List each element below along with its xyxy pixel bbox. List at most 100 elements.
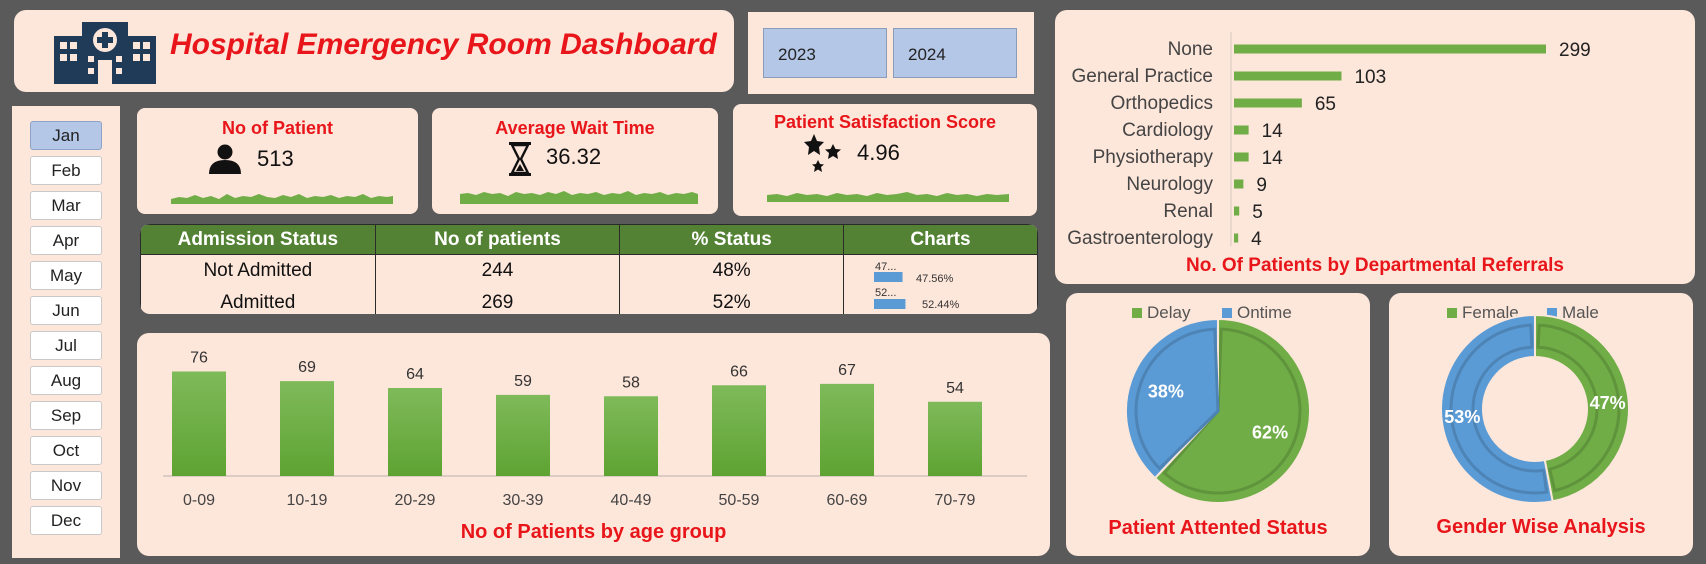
month-button-aug[interactable]: Aug <box>30 366 102 395</box>
kpi-wait-card: Average Wait Time 36.32 <box>432 108 718 214</box>
referral-bar <box>1234 206 1240 216</box>
referral-bar <box>1234 179 1244 189</box>
table-cell-status: Not Admitted <box>140 254 376 287</box>
pie-value-label: 38% <box>1148 381 1184 401</box>
kpi-satisfaction-value: 4.96 <box>857 140 900 165</box>
legend-label: Male <box>1562 303 1599 322</box>
referral-category-label: Neurology <box>1126 174 1213 195</box>
referral-value-label: 299 <box>1559 40 1591 61</box>
year-button-2023[interactable]: 2023 <box>763 28 887 78</box>
age-bar <box>820 383 874 476</box>
age-bar-value-label: 69 <box>298 359 316 376</box>
legend-label: Ontime <box>1237 303 1292 322</box>
referral-bar <box>1234 125 1249 135</box>
referrals-bar-chart: None 299 General Practice 103 Orthopedics 65 C… <box>1067 32 1591 250</box>
age-bar <box>388 388 442 476</box>
table-cell-pct: 52% <box>619 286 844 314</box>
referral-value-label: 4 <box>1251 229 1262 250</box>
kpi-wait-sparkline <box>460 191 698 204</box>
age-bar-chart: 76 0-09 69 10-19 64 20-29 59 30-39 58 40-49 66 50-5… <box>163 350 1027 509</box>
age-bar <box>712 385 766 476</box>
referral-category-label: None <box>1168 39 1213 60</box>
month-slicer: Jan Feb Mar Apr May Jun Jul Aug Sep Oct … <box>12 106 120 558</box>
kpi-patients-sparkline <box>171 194 393 204</box>
month-button-sep[interactable]: Sep <box>30 401 102 430</box>
table-row: Not Admitted 244 48% 47... 47.56% 52... … <box>140 254 1038 314</box>
month-button-nov[interactable]: Nov <box>30 471 102 500</box>
referral-category-label: Cardiology <box>1122 120 1213 141</box>
referral-bar <box>1234 152 1249 162</box>
age-bar-value-label: 67 <box>838 362 856 379</box>
attended-chart-title: Patient Attented Status <box>1108 517 1328 539</box>
kpi-patients-title: No of Patient <box>222 118 333 138</box>
age-category-label: 40-49 <box>611 492 652 509</box>
kpi-patients-card: No of Patient 513 <box>137 108 418 214</box>
stars-icon <box>804 134 841 172</box>
table-cell-patients: 269 <box>374 286 621 314</box>
kpi-wait-title: Average Wait Time <box>495 118 655 138</box>
referral-category-label: Physiotherapy <box>1093 147 1214 168</box>
legend-swatch <box>1447 308 1457 318</box>
age-bar-value-label: 58 <box>622 374 640 391</box>
year-button-2024[interactable]: 2024 <box>893 28 1017 78</box>
referrals-chart-title: No. Of Patients by Departmental Referral… <box>1186 255 1564 276</box>
person-icon <box>209 144 241 174</box>
age-bar-value-label: 76 <box>190 350 208 367</box>
age-bar-value-label: 66 <box>730 363 748 380</box>
referral-value-label: 14 <box>1262 148 1284 169</box>
table-header: Charts <box>842 224 1038 255</box>
mini-bar-label: 52... <box>875 287 896 299</box>
table-header: No of patients <box>374 224 621 255</box>
month-button-jul[interactable]: Jul <box>30 331 102 360</box>
admission-table-card: Admission Status No of patients % Status… <box>140 224 1038 314</box>
month-button-mar[interactable]: Mar <box>30 191 102 220</box>
attended-chart-card: Delay Ontime 62% 38% Patient Attented Statu… <box>1066 293 1370 556</box>
table-row: Admitted 269 52% <box>140 286 1038 314</box>
admission-table: Admission Status No of patients % Status… <box>140 224 1038 314</box>
legend-label: Female <box>1462 303 1519 322</box>
referral-bar <box>1234 71 1342 81</box>
month-button-may[interactable]: May <box>30 261 102 290</box>
age-chart-title: No of Patients by age group <box>460 521 727 543</box>
hourglass-icon <box>509 142 531 176</box>
gender-chart-title: Gender Wise Analysis <box>1436 516 1646 538</box>
month-button-oct[interactable]: Oct <box>30 436 102 465</box>
kpi-wait-value: 36.32 <box>546 144 602 169</box>
page-title: Hospital Emergency Room Dashboard <box>170 28 717 61</box>
donut-value-label: 53% <box>1444 407 1480 427</box>
hospital-icon <box>54 22 156 84</box>
age-category-label: 10-19 <box>287 492 328 509</box>
legend-swatch <box>1222 308 1232 318</box>
kpi-patients-value: 513 <box>257 146 294 171</box>
month-button-dec[interactable]: Dec <box>30 506 102 535</box>
pie-slice-inner <box>1134 327 1220 471</box>
month-button-feb[interactable]: Feb <box>30 156 102 185</box>
referral-value-label: 65 <box>1315 94 1336 115</box>
admission-mini-chart: 47... 47.56% 52... 52.44% <box>874 261 960 311</box>
attended-pie-chart: Delay Ontime 62% 38% <box>1125 303 1311 504</box>
table-cell-status: Admitted <box>140 286 376 314</box>
age-category-label: 50-59 <box>719 492 760 509</box>
mini-bar <box>874 272 904 282</box>
donut-slice-inner <box>1536 323 1621 493</box>
mini-bar <box>874 299 906 309</box>
referral-bar <box>1234 233 1239 243</box>
referral-bar <box>1234 98 1302 108</box>
year-slicer: 2023 2024 <box>748 12 1034 94</box>
age-category-label: 60-69 <box>827 492 868 509</box>
donut-slice-inner <box>1449 323 1549 495</box>
table-cell-patients: 244 <box>374 254 621 287</box>
month-button-jun[interactable]: Jun <box>30 296 102 325</box>
pie-value-label: 62% <box>1252 423 1288 443</box>
legend-swatch <box>1132 308 1142 318</box>
referral-category-label: Renal <box>1163 201 1213 222</box>
kpi-satisfaction-card: Patient Satisfaction Score 4.96 <box>733 104 1037 216</box>
referral-category-label: Orthopedics <box>1111 93 1213 114</box>
mini-bar-value: 47.56% <box>916 273 954 285</box>
month-button-apr[interactable]: Apr <box>30 226 102 255</box>
age-bar-value-label: 64 <box>406 366 424 383</box>
referral-category-label: General Practice <box>1071 66 1213 87</box>
referral-value-label: 9 <box>1256 175 1267 196</box>
table-header: % Status <box>619 224 844 255</box>
month-button-jan[interactable]: Jan <box>30 121 102 150</box>
